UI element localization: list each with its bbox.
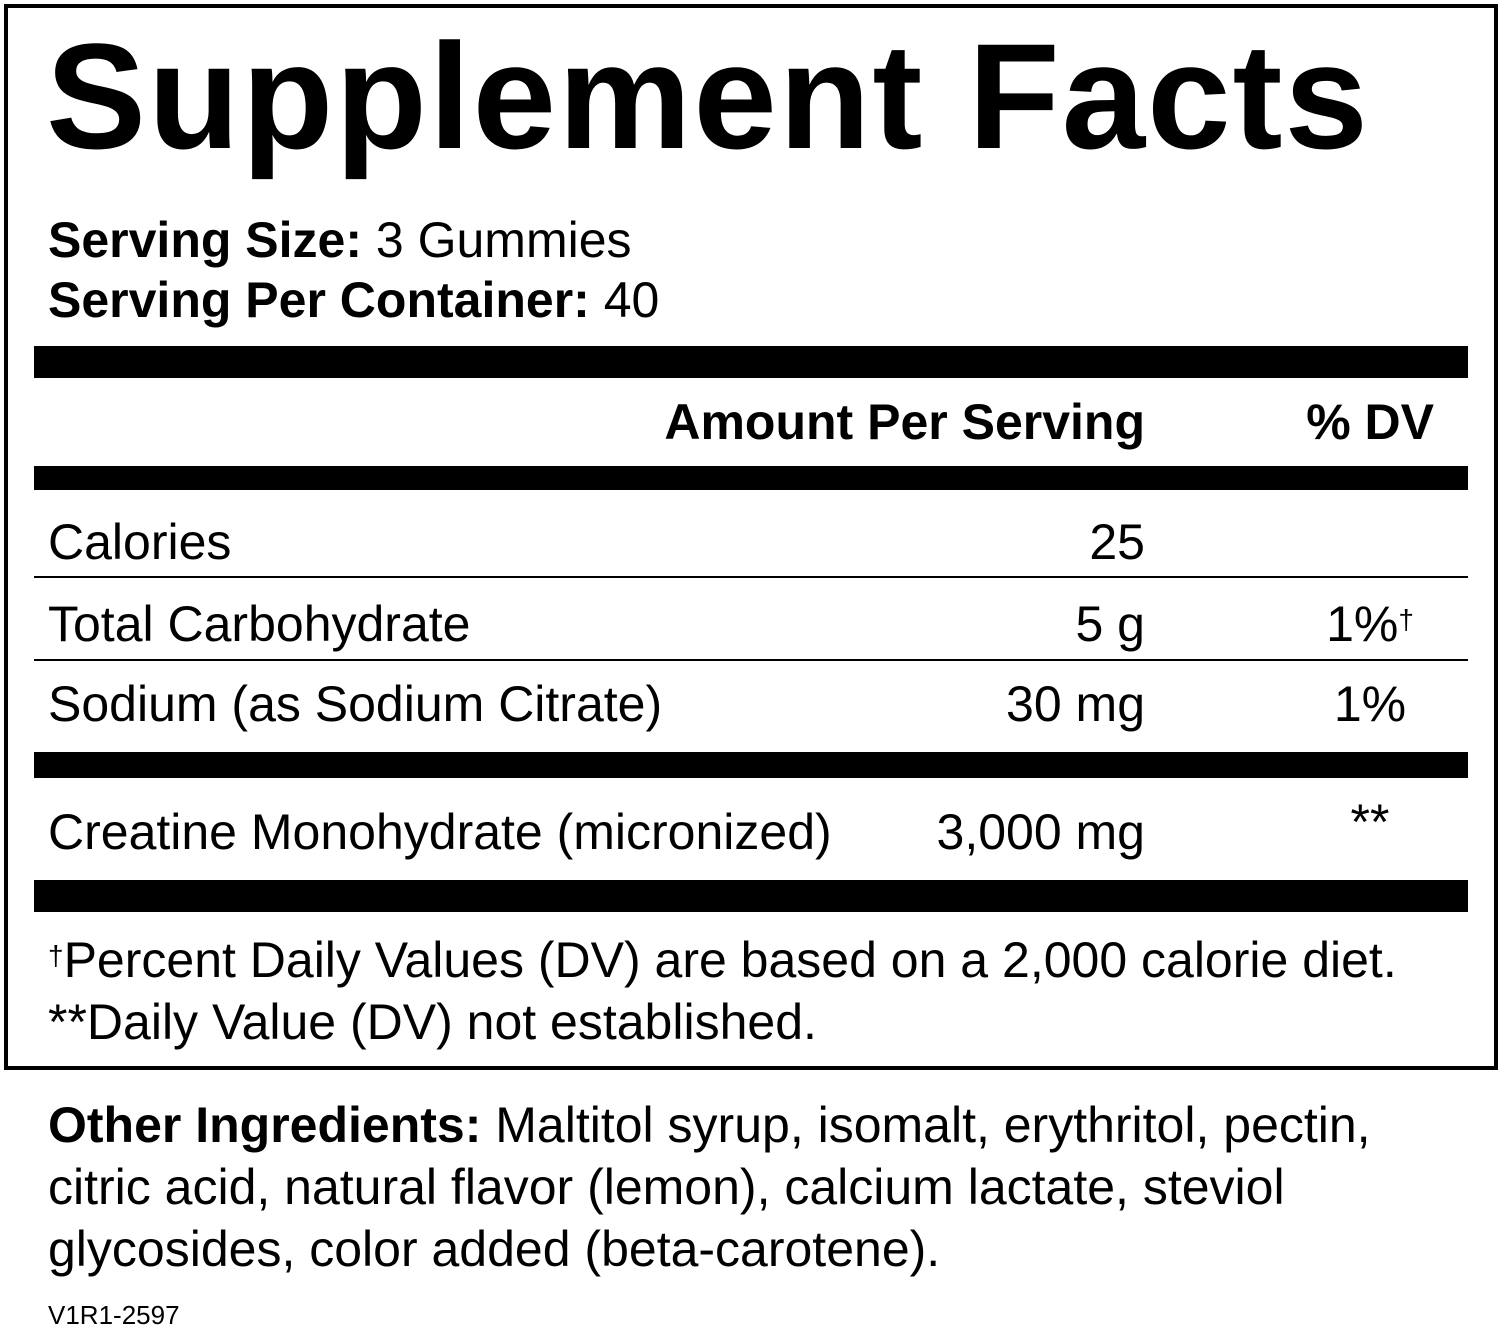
thin-rule [34, 659, 1468, 661]
row-amount: 30 mg [1006, 676, 1145, 732]
row-dv: 1%† [1290, 594, 1450, 654]
thick-rule [34, 466, 1468, 490]
title: Supplement Facts [46, 12, 1370, 180]
label-border [4, 4, 1498, 1070]
other-ingredients: Other Ingredients: Maltitol syrup, isoma… [48, 1094, 1458, 1280]
serving-size-label: Serving Size: [48, 212, 362, 268]
dv-value: 1% [1326, 596, 1399, 652]
footnote-mark: † [48, 940, 64, 971]
row-dv: ** [1350, 794, 1390, 850]
thick-rule [34, 752, 1468, 778]
row-amount: 3,000 mg [936, 804, 1145, 860]
product-code: V1R1-2597 [48, 1300, 180, 1330]
serving-size-value: 3 Gummies [375, 212, 632, 268]
footnote: **Daily Value (DV) not established. [48, 994, 817, 1050]
dv-mark: † [1398, 604, 1414, 635]
thick-rule [34, 880, 1468, 912]
footnote: †Percent Daily Values (DV) are based on … [48, 930, 1397, 990]
row-name: Sodium (as Sodium Citrate) [48, 676, 663, 732]
servings-label: Serving Per Container: [48, 272, 590, 328]
row-amount: 5 g [1075, 596, 1145, 652]
row-name: Total Carbohydrate [48, 596, 471, 652]
row-name: Calories [48, 514, 232, 570]
thick-rule [34, 346, 1468, 378]
other-ingredients-text: Maltitol syrup, isomalt, erythritol, pec… [48, 1097, 1371, 1277]
other-ingredients-label: Other Ingredients: [48, 1097, 482, 1153]
amount-header: Amount Per Serving [664, 394, 1145, 450]
serving-size: Serving Size: 3 Gummies [48, 210, 632, 270]
row-name: Creatine Monohydrate (micronized) [48, 804, 832, 860]
footnote-text: Percent Daily Values (DV) are based on a… [63, 932, 1397, 988]
thin-rule [34, 576, 1468, 578]
dv-header: % DV [1306, 394, 1434, 450]
row-dv: 1% [1333, 676, 1407, 732]
row-amount: 25 [1089, 514, 1145, 570]
servings-per-container: Serving Per Container: 40 [48, 270, 659, 330]
servings-value: 40 [603, 272, 660, 328]
